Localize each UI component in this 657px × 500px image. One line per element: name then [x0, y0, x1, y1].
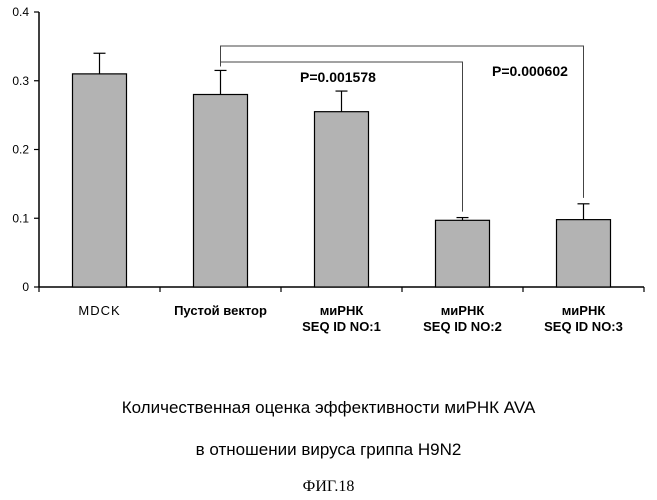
chart-labels: MDCKПустой вектормиРНКSEQ ID NO:1миРНКSE…: [78, 303, 623, 334]
bar-chart: 0 0.1 0.2 0.3 0.4 P=0.001578 P=0.000602 MDCK П…: [0, 0, 657, 380]
y-tick-label: 0: [22, 280, 29, 294]
y-tick-label: 0.1: [12, 211, 29, 225]
bar: [73, 74, 127, 287]
y-tick-label: 0.4: [12, 5, 29, 19]
x-category-label: SEQ ID NO:3: [544, 319, 623, 334]
x-category-label: миРНК: [441, 303, 485, 318]
bar: [315, 112, 369, 287]
p-value-label: P=0.001578: [300, 69, 376, 85]
bar: [436, 220, 490, 287]
caption-line-2: в отношении вируса гриппа H9N2: [0, 440, 657, 460]
x-category-label: Пустой вектор: [174, 303, 267, 318]
y-tick-label: 0.3: [12, 74, 29, 88]
y-tick-label: 0.2: [12, 143, 29, 157]
bar: [194, 95, 248, 288]
p-value-label: P=0.000602: [492, 63, 568, 79]
x-category-label: MDCK: [78, 303, 120, 318]
x-category-label: SEQ ID NO:2: [423, 319, 502, 334]
x-category-label: миРНК: [562, 303, 606, 318]
x-category-label: SEQ ID NO:1: [302, 319, 381, 334]
chart-annotations: P=0.001578 P=0.000602: [221, 46, 584, 212]
chart-bars: [73, 53, 611, 287]
bar: [557, 220, 611, 287]
figure-label: ФИГ.18: [0, 478, 657, 496]
caption-line-1: Количественная оценка эффективности миРН…: [0, 398, 657, 418]
x-category-label: миРНК: [320, 303, 364, 318]
